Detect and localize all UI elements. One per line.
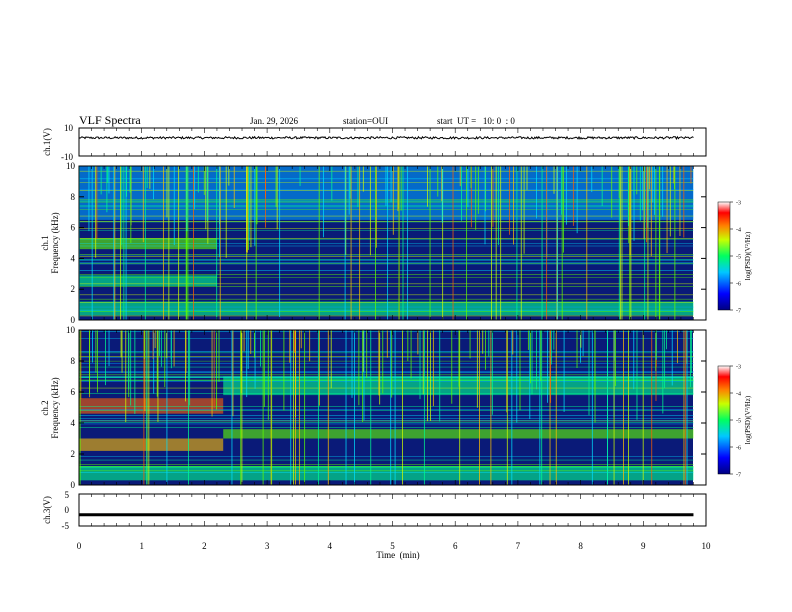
colorbar-tick-label: -3	[736, 201, 741, 207]
colorbar-tick-label: -7	[736, 309, 741, 315]
station-label: station=OUI	[343, 116, 388, 126]
figure-title: VLF Spectra	[79, 113, 141, 127]
time-axis: 0 1 2 3 4 5 6 7 8 9 10	[77, 128, 711, 551]
ch1-colorbar: -3 -4 -5 -6 -7 log(PSD)(V²/Hz)	[717, 201, 752, 315]
ytick-label: 6	[71, 223, 76, 233]
xtick-label: 0	[77, 541, 82, 551]
ch2-ytick-labels: 0 2 4 6 8 10	[66, 325, 706, 490]
spectral-band	[223, 429, 694, 439]
colorbar-tick-label: -6	[736, 282, 741, 288]
spectral-band	[79, 301, 694, 316]
ch1-spectrogram-lines	[78, 166, 694, 320]
ch2-spec-ylabel-line1: ch.2	[40, 400, 50, 415]
spectral-band	[79, 398, 224, 414]
ytick-label: 10	[66, 325, 76, 335]
colorbar-tick-label: -7	[736, 473, 741, 479]
ch2-colorbar-label: log(PSD)(V²/Hz)	[744, 395, 752, 444]
ch1-spec-ylabel-line1: ch.1	[40, 235, 50, 250]
colorbar-tick-label: -5	[736, 419, 741, 425]
xtick-label: 3	[265, 541, 270, 551]
time-axis-label: Time (min)	[376, 550, 419, 560]
ytick-label: 0	[71, 315, 76, 325]
colorbar-tick-label: -6	[736, 446, 741, 452]
ytick-label: 2	[71, 284, 76, 294]
ch1-colorbar-label: log(PSD)(V²/Hz)	[744, 231, 752, 280]
ch3-ylabel: ch.3(V)	[42, 496, 52, 524]
spectral-band	[79, 275, 217, 287]
start-time-label: start UT = 10: 0 : 0	[437, 116, 515, 126]
colorbar-tick-label: -5	[736, 255, 741, 261]
ytick-label: 8	[71, 356, 76, 366]
xtick-label: 9	[641, 541, 646, 551]
ytick-label: 6	[71, 387, 76, 397]
ch1-ylabel: ch.1(V)	[42, 128, 52, 156]
colorbar-tick-label: -4	[736, 392, 741, 398]
ch2-spectrogram-panel: 0 2 4 6 8 10 ch.2 Frequency (kHz) -3 -4 -5 -6 -7 …	[40, 325, 752, 490]
spectral-band	[79, 438, 224, 451]
ch2-spectrogram-lines	[79, 329, 694, 485]
ytick-label: 10	[66, 161, 76, 171]
colorbar-tick-label: -3	[736, 365, 741, 371]
xtick-label: 2	[202, 541, 207, 551]
ch1-ytick-labels: 0 2 4 6 8 10	[66, 161, 706, 325]
ytick-label: 0	[71, 480, 76, 490]
xtick-label: 1	[139, 541, 144, 551]
ch3-ytick-top: 5	[65, 490, 70, 500]
ch3-ytick-mid: 0	[65, 505, 70, 515]
ytick-label: 4	[71, 253, 76, 263]
xtick-label: 6	[453, 541, 458, 551]
xtick-label: 10	[702, 541, 712, 551]
ch2-colorbar-ticks: -3 -4 -5 -6 -7	[730, 365, 741, 479]
ch1-ytick-top: 10	[64, 123, 74, 133]
spectral-band	[79, 466, 694, 481]
xtick-label: 5	[390, 541, 395, 551]
ch2-spec-ylabel-line2: Frequency (kHz)	[50, 377, 60, 438]
xtick-label: 4	[328, 541, 333, 551]
xtick-label: 8	[578, 541, 583, 551]
colorbar-tick-label: -4	[736, 228, 741, 234]
ch1-ytick-bottom: -10	[61, 152, 73, 162]
ytick-label: 8	[71, 192, 76, 202]
ytick-label: 4	[71, 418, 76, 428]
ch1-colorbar-ticks: -3 -4 -5 -6 -7	[730, 201, 741, 315]
ytick-label: 2	[71, 449, 76, 459]
date-label: Jan. 29, 2026	[250, 116, 298, 126]
ch1-spec-ylabel-line2: Frequency (kHz)	[50, 212, 60, 273]
ch2-colorbar: -3 -4 -5 -6 -7 log(PSD)(V²/Hz)	[717, 365, 752, 479]
xtick-label: 7	[516, 541, 521, 551]
ch1-spectrogram-panel: 0 2 4 6 8 10 ch.1 Frequency (kHz) -3 -4 -5 -6 -7 …	[40, 161, 752, 325]
ch3-ytick-bottom: -5	[62, 521, 70, 531]
ch1-waveform-trace	[78, 135, 694, 141]
